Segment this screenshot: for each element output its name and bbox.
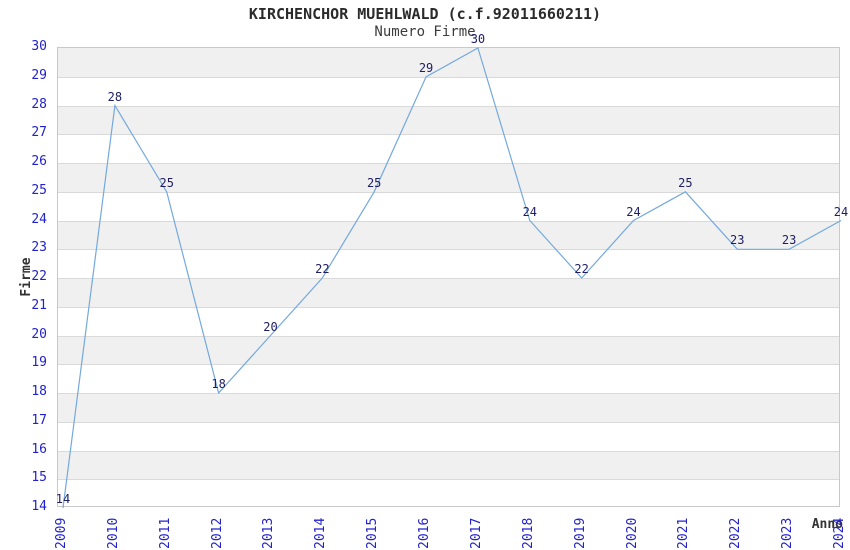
y-tick-label: 22 (31, 269, 47, 284)
plot-band (58, 220, 839, 250)
data-label: 28 (107, 89, 123, 104)
x-axis-title: Anno (811, 517, 843, 532)
gridline (58, 163, 839, 164)
y-tick-label: 19 (31, 355, 47, 371)
data-label: 18 (211, 377, 226, 391)
x-tick-label: 2022 (728, 517, 744, 549)
data-label: 14 (55, 492, 71, 506)
x-tick-label: 2020 (624, 517, 640, 549)
x-tick-label: 2009 (54, 517, 69, 549)
y-tick-label: 23 (31, 240, 47, 256)
data-label: 25 (678, 175, 693, 190)
x-tick-label: 2016 (417, 517, 433, 549)
x-tick-label: 2013 (261, 517, 277, 549)
gridline (58, 76, 839, 78)
x-tick-label: 2024 (832, 517, 847, 549)
gridline (58, 191, 839, 193)
x-tick-label: 2023 (780, 517, 796, 549)
y-tick-label: 17 (31, 412, 47, 428)
gridline (58, 105, 839, 107)
series-polyline (62, 47, 842, 509)
y-tick-label: 18 (31, 384, 47, 399)
data-label: 24 (626, 204, 641, 219)
data-label: 24 (522, 204, 538, 219)
plot-band (58, 450, 839, 480)
x-tick-label: 2010 (105, 517, 121, 549)
data-label: 25 (366, 175, 382, 190)
y-tick-label: 28 (31, 96, 47, 112)
plot-band (58, 278, 839, 307)
data-label: 24 (833, 204, 849, 219)
x-tick-label: 2014 (313, 517, 329, 549)
plot-band (58, 163, 839, 192)
line-series (62, 47, 842, 509)
plot-band (58, 48, 839, 77)
y-tick-label: 30 (31, 39, 47, 54)
x-tick-label: 2015 (365, 517, 381, 549)
data-label: 20 (263, 319, 278, 334)
y-tick-label: 26 (31, 154, 47, 169)
y-tick-label: 29 (31, 67, 47, 83)
x-tick-label: 2012 (209, 517, 225, 549)
data-label: 29 (418, 60, 434, 75)
y-tick-label: 25 (31, 182, 47, 198)
chart-title: KIRCHENCHOR MUEHLWALD (c.f.92011660211) (248, 5, 602, 23)
x-tick-label: 2017 (468, 517, 484, 549)
data-label: 23 (730, 233, 745, 248)
y-tick-label: 27 (31, 125, 47, 141)
gridline (58, 421, 839, 423)
plot-band (58, 105, 839, 135)
gridline (58, 450, 839, 452)
x-tick-label: 2018 (520, 517, 536, 549)
gridline (58, 393, 839, 394)
x-tick-label: 2021 (676, 517, 692, 549)
gridline (58, 278, 839, 279)
y-tick-label: 21 (31, 297, 47, 313)
data-label: 30 (470, 32, 486, 46)
x-tick-label: 2011 (157, 517, 173, 549)
gridline (58, 249, 839, 251)
gridline (58, 134, 839, 136)
chart-subtitle: Numero Firme (374, 24, 476, 40)
x-tick-label: 2019 (572, 517, 588, 549)
y-tick-label: 15 (31, 470, 47, 486)
gridline (58, 479, 839, 481)
y-tick-label: 14 (31, 499, 47, 514)
gridline (58, 335, 839, 337)
data-label: 23 (781, 233, 797, 248)
data-label: 22 (315, 262, 330, 276)
data-label: 22 (574, 262, 589, 276)
plot-band (58, 335, 839, 365)
gridline (58, 306, 839, 308)
gridline (58, 364, 839, 366)
y-tick-label: 16 (31, 441, 47, 457)
plot-area: 14 28 25 18 20 22 25 29 30 24 22 24 25 23 23 24 (55, 33, 848, 509)
plot-band (58, 393, 839, 422)
y-tick-label: 20 (31, 326, 47, 342)
data-label: 25 (159, 175, 174, 190)
y-tick-label: 24 (31, 211, 47, 227)
gridline (58, 220, 839, 222)
